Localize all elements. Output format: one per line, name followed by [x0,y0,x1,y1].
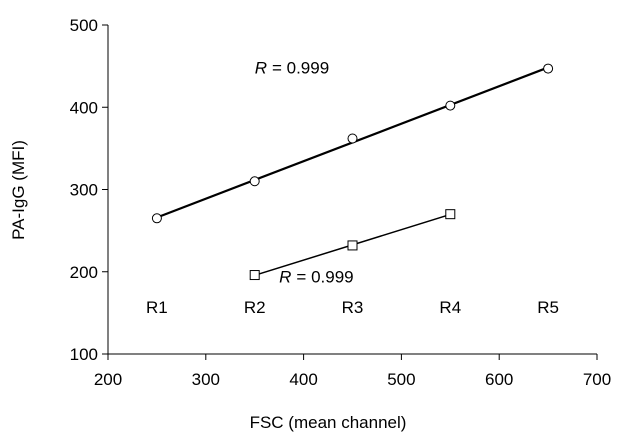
y-ticks: 100 200 300 400 500 [70,16,108,364]
correlation-value: = 0.999 [296,267,353,286]
y-tick-label: 200 [70,263,98,282]
region-label: R5 [537,298,559,317]
series-1: R = 0.999 [151,59,554,224]
correlation-symbol: R [279,267,291,286]
correlation-value: = 0.999 [272,59,329,78]
region-labels: R1 R2 R3 R4 R5 [146,298,559,317]
correlation-symbol: R [255,59,267,78]
x-tick-label: 500 [387,370,415,389]
x-tick-label: 600 [485,370,513,389]
correlation-label: R = 0.999 [279,267,353,286]
data-point [249,270,260,281]
correlation-label: R = 0.999 [255,59,329,78]
axes: 200 300 400 500 600 700 100 200 300 400 500 [70,16,612,389]
x-ticks: 200 300 400 500 600 700 [94,354,611,389]
data-point [543,63,554,74]
y-tick-label: 300 [70,181,98,200]
series-2: R = 0.999 [249,209,456,286]
data-point [347,240,358,251]
x-tick-label: 700 [583,370,611,389]
y-tick-label: 500 [70,16,98,35]
region-label: R2 [244,298,266,317]
region-label: R4 [439,298,461,317]
y-axis-title: PA-IgG (MFI) [9,140,28,240]
data-point [445,209,456,220]
data-point [347,133,358,144]
data-point [445,100,456,111]
y-tick-label: 100 [70,345,98,364]
data-point [151,213,162,224]
x-tick-label: 200 [94,370,122,389]
x-tick-label: 300 [192,370,220,389]
x-tick-label: 400 [289,370,317,389]
region-label: R3 [342,298,364,317]
x-axis-title: FSC (mean channel) [250,413,407,432]
plot-area: R = 0.999 R = 0.999 R1 R2 R3 R4 R5 [146,59,559,317]
y-tick-label: 400 [70,98,98,117]
data-point [249,176,260,187]
region-label: R1 [146,298,168,317]
